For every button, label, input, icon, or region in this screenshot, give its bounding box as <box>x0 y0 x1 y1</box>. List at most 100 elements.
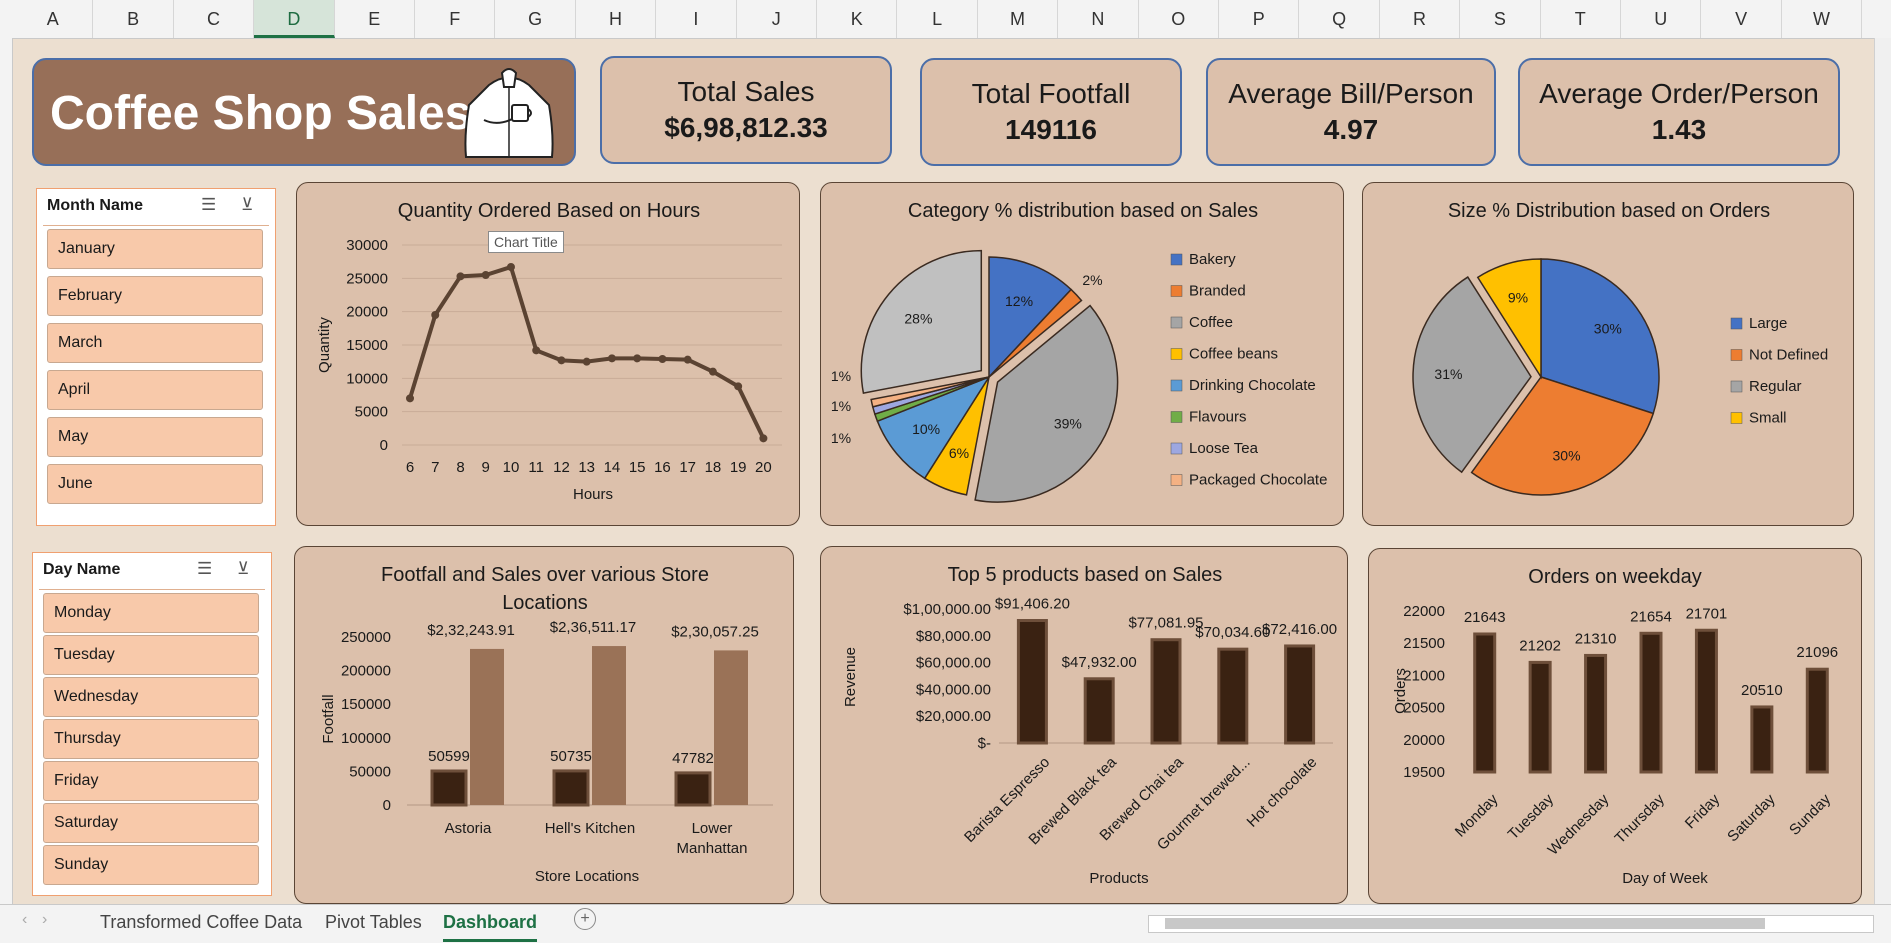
legend-swatch <box>1170 474 1183 486</box>
kpi-label: Total Footfall <box>971 78 1131 109</box>
slicer-item-april[interactable]: April <box>47 370 263 410</box>
column-header-e[interactable]: E <box>335 0 415 38</box>
column-header-k[interactable]: K <box>817 0 898 38</box>
x-tick-label: 11 <box>528 459 544 476</box>
kpi-label: Average Bill/Person <box>1228 78 1474 109</box>
data-point <box>456 272 465 281</box>
legend-label: Packaged Chocolate <box>1189 472 1327 489</box>
slicer-item-wednesday[interactable]: Wednesday <box>43 677 259 717</box>
column-header-n[interactable]: N <box>1058 0 1139 38</box>
slicer-item-sunday[interactable]: Sunday <box>43 845 259 885</box>
pie-value-label: 39% <box>1054 416 1082 432</box>
stores-bar-chart: Footfall and Sales over various Store Loc… <box>320 564 773 885</box>
column-header-b[interactable]: B <box>93 0 174 38</box>
y-tick-label: 0 <box>383 797 391 814</box>
vertical-scrollbar[interactable] <box>1874 38 1891 904</box>
data-label: 20510 <box>1741 682 1783 699</box>
tab-dashboard[interactable]: Dashboard <box>443 905 538 942</box>
pie-slice <box>1470 376 1655 496</box>
data-point <box>607 354 616 363</box>
column-header-g[interactable]: G <box>495 0 576 38</box>
column-header-v[interactable]: V <box>1701 0 1782 38</box>
data-label: 21643 <box>1464 609 1506 626</box>
data-label: $47,932.00 <box>1062 654 1137 671</box>
y-axis-label: Footfall <box>320 694 337 743</box>
column-header-t[interactable]: T <box>1541 0 1621 38</box>
slicer-item-may[interactable]: May <box>47 417 263 457</box>
column-header-l[interactable]: L <box>897 0 978 38</box>
slicer-item-january[interactable]: January <box>47 229 263 269</box>
data-label: 21202 <box>1519 637 1561 654</box>
column-header-j[interactable]: J <box>737 0 817 38</box>
bar <box>1639 631 1663 774</box>
barista-illustration-icon <box>464 68 554 158</box>
size-chart-panel[interactable]: Size % Distribution based on Orders 30% 30… <box>1362 182 1854 526</box>
slicer-item-friday[interactable]: Friday <box>43 761 259 801</box>
kpi-label: Total Sales <box>677 76 815 107</box>
column-header-c[interactable]: C <box>174 0 255 38</box>
data-label: 21096 <box>1796 644 1838 661</box>
scrollbar-thumb[interactable] <box>1165 918 1765 929</box>
bar <box>1805 667 1829 774</box>
tab-transformed-coffee-data[interactable]: Transformed Coffee Data <box>100 912 303 932</box>
data-point <box>708 367 717 376</box>
multi-select-icon[interactable]: ☰ <box>197 559 213 578</box>
chart-title: Locations <box>502 592 588 614</box>
stores-chart-panel[interactable]: Footfall and Sales over various Store Loc… <box>294 546 794 904</box>
column-header-a[interactable]: A <box>13 0 94 38</box>
x-tick-label: 19 <box>730 459 747 476</box>
slicer-item-tuesday[interactable]: Tuesday <box>43 635 259 675</box>
products-chart-panel[interactable]: Top 5 products based on Sales $- $20,000.0… <box>820 546 1348 904</box>
clear-filter-icon[interactable]: ⊻ <box>241 195 254 214</box>
data-label: 21701 <box>1686 605 1728 622</box>
legend-swatch <box>1730 412 1743 424</box>
x-tick-label: 14 <box>604 459 621 476</box>
scroll-right-icon[interactable]: › <box>42 911 48 928</box>
slicer-item-february[interactable]: February <box>47 276 263 316</box>
data-point <box>734 382 743 391</box>
slicer-item-monday[interactable]: Monday <box>43 593 259 633</box>
horizontal-scrollbar[interactable] <box>1148 915 1874 933</box>
weekday-chart-panel[interactable]: Orders on weekday 19500 20000 20500 21000 215… <box>1368 548 1862 904</box>
slicer-item-march[interactable]: March <box>47 323 263 363</box>
column-header-r[interactable]: R <box>1380 0 1461 38</box>
pie-value-label: 1% <box>831 368 851 384</box>
data-point <box>759 434 768 443</box>
column-header-f[interactable]: F <box>415 0 496 38</box>
data-label: 21310 <box>1575 630 1617 647</box>
category-chart-panel[interactable]: Category % distribution based on Sales 12… <box>820 182 1344 526</box>
chart-title: Footfall and Sales over various Store <box>381 564 709 586</box>
clear-filter-icon[interactable]: ⊻ <box>237 559 250 578</box>
column-header-d[interactable]: D <box>254 0 335 38</box>
y-tick-label: 22000 <box>1403 603 1445 620</box>
column-header-i[interactable]: I <box>656 0 737 38</box>
legend-label: Drinking Chocolate <box>1189 377 1316 394</box>
multi-select-icon[interactable]: ☰ <box>201 195 217 214</box>
column-header-u[interactable]: U <box>1621 0 1702 38</box>
series-line <box>408 264 766 440</box>
x-tick-label: Hell's Kitchen <box>545 820 635 837</box>
column-header-m[interactable]: M <box>978 0 1059 38</box>
y-tick-label: 20000 <box>1403 732 1445 749</box>
add-sheet-icon[interactable]: + <box>574 908 596 930</box>
y-tick-label: 25000 <box>346 270 388 287</box>
slicer-item-june[interactable]: June <box>47 464 263 504</box>
column-header-q[interactable]: Q <box>1299 0 1380 38</box>
y-tick-label: $1,00,000.00 <box>903 601 991 618</box>
column-header-p[interactable]: P <box>1219 0 1300 38</box>
data-label: $2,36,511.17 <box>550 619 636 636</box>
column-header-h[interactable]: H <box>576 0 657 38</box>
tab-pivot-tables[interactable]: Pivot Tables <box>325 912 422 932</box>
data-point <box>532 346 541 355</box>
slicer-item-thursday[interactable]: Thursday <box>43 719 259 759</box>
column-header-w[interactable]: W <box>1782 0 1863 38</box>
y-tick-label: 50000 <box>349 763 391 780</box>
pie-slice <box>1540 258 1660 415</box>
slicer-item-saturday[interactable]: Saturday <box>43 803 259 843</box>
column-header-s[interactable]: S <box>1460 0 1541 38</box>
column-header-o[interactable]: O <box>1139 0 1219 38</box>
chart-title: Orders on weekday <box>1528 566 1701 588</box>
pie-slice <box>988 256 1073 379</box>
scroll-left-icon[interactable]: ‹ <box>22 911 28 928</box>
